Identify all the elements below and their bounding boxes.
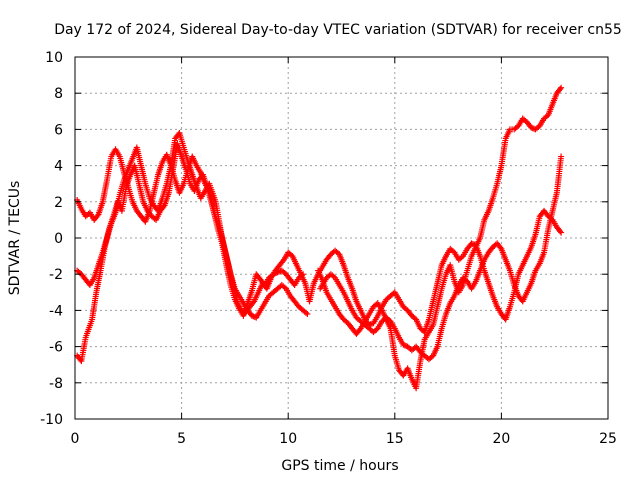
data-point: [557, 86, 564, 93]
y-axis-label: SDTVAR / TECUs: [7, 181, 23, 296]
x-tick-label: 0: [71, 431, 80, 447]
data-point: [94, 212, 101, 219]
x-tick-label: 25: [599, 431, 617, 447]
y-tick-label: 8: [54, 86, 63, 102]
x-tick-label: 10: [279, 431, 297, 447]
data-series: [74, 84, 565, 392]
x-tick-labels: 0 5 10 15 20 25: [71, 431, 617, 447]
data-point: [356, 326, 363, 333]
y-tick-label: 6: [54, 122, 63, 138]
y-tick-label: 0: [54, 231, 63, 247]
data-point: [300, 271, 307, 278]
axis-ticks: [74, 56, 609, 420]
x-tick-label: 5: [177, 431, 186, 447]
grid-lines: [75, 57, 608, 419]
data-point: [558, 153, 565, 160]
y-tick-label: 2: [54, 195, 63, 211]
x-tick-label: 15: [386, 431, 404, 447]
data-point: [558, 84, 565, 91]
y-tick-label: 10: [45, 50, 63, 66]
data-point: [558, 229, 565, 236]
series-track-3: [74, 84, 565, 392]
x-axis-label: GPS time / hours: [281, 458, 398, 474]
data-point: [557, 228, 564, 235]
data-point: [279, 258, 286, 265]
y-tick-label: -6: [49, 340, 63, 356]
x-tick-label: 20: [492, 431, 510, 447]
y-tick-label: -8: [49, 376, 63, 392]
data-point: [304, 311, 311, 318]
y-tick-label: -10: [40, 412, 63, 428]
series-track-2: [74, 130, 565, 363]
y-tick-label: -2: [49, 267, 63, 283]
data-point: [250, 299, 257, 306]
y-tick-label: -4: [49, 303, 63, 319]
y-tick-label: 4: [54, 159, 63, 175]
chart-title: Day 172 of 2024, Sidereal Day-to-day VTE…: [54, 22, 622, 38]
data-point: [497, 244, 504, 251]
y-tick-labels: -10 -8 -6 -4 -2 0 2 4 6 8 10: [40, 50, 63, 428]
